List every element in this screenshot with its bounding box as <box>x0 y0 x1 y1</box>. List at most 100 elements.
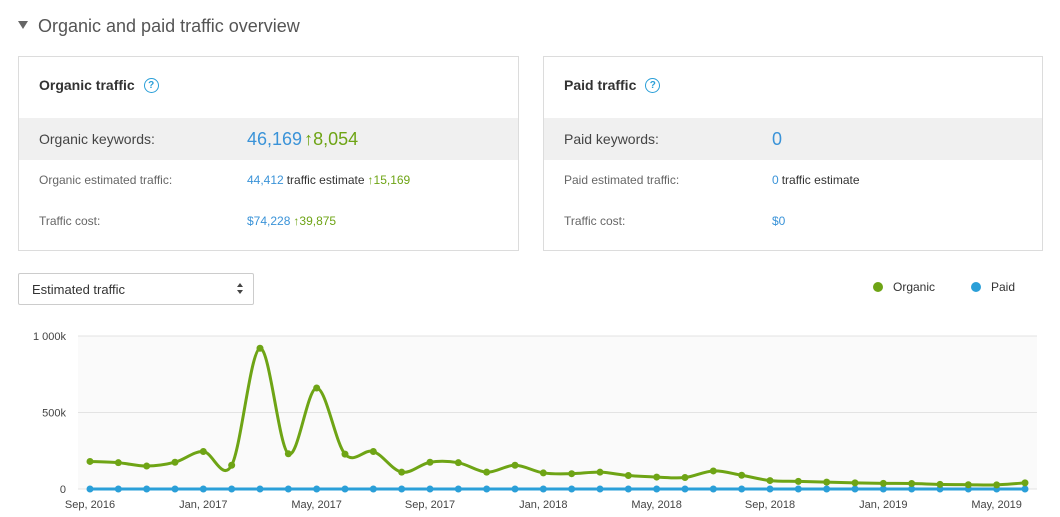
paid-point <box>794 485 802 493</box>
paid-point <box>738 485 746 493</box>
organic-keywords-row: Organic keywords: 46,169 ↑ 8,054 <box>19 118 518 160</box>
section-header[interactable]: Organic and paid traffic overview <box>18 14 300 38</box>
paid-traffic-panel: Paid traffic ? Paid keywords: 0 Paid est… <box>543 56 1043 251</box>
organic-point <box>908 479 916 487</box>
metric-select[interactable]: Estimated traffic <box>18 273 254 305</box>
organic-point <box>369 448 377 456</box>
paid-traffic-cost-row: Traffic cost: $0 <box>544 211 1042 231</box>
paid-cost-value[interactable]: $0 <box>772 214 786 228</box>
collapse-caret-icon[interactable] <box>18 21 28 29</box>
paid-point <box>313 485 321 493</box>
organic-point <box>681 474 689 482</box>
paid-point <box>596 485 604 493</box>
x-tick-label: May, 2018 <box>631 499 682 511</box>
organic-point <box>766 477 774 485</box>
paid-point <box>908 485 916 493</box>
legend-paid-label: Paid <box>991 280 1016 294</box>
traffic-chart: 0 500k 1 000k Sep, 2016 Jan, 2017 May, 2017 Se… <box>33 331 1037 511</box>
organic-point <box>709 467 717 475</box>
paid-keywords-row: Paid keywords: 0 <box>544 118 1042 160</box>
x-tick-label: Sep, 2018 <box>745 499 795 511</box>
organic-point <box>483 468 491 476</box>
organic-point <box>539 469 547 477</box>
legend-organic[interactable]: Organic <box>873 280 935 294</box>
y-tick-label: 0 <box>60 484 66 496</box>
paid-point <box>143 485 151 493</box>
paid-point <box>1021 485 1029 493</box>
y-tick-label: 500k <box>42 408 66 420</box>
paid-point <box>568 485 576 493</box>
up-arrow-icon: ↑ <box>367 173 374 187</box>
organic-point <box>114 459 122 467</box>
help-icon[interactable]: ? <box>143 77 159 93</box>
paid-point <box>341 485 349 493</box>
paid-point <box>86 485 94 493</box>
organic-point <box>794 477 802 485</box>
x-tick-label: May, 2017 <box>291 499 342 511</box>
organic-point <box>738 471 746 479</box>
paid-point <box>823 485 831 493</box>
paid-point <box>624 485 632 493</box>
x-tick-label: Jan, 2019 <box>859 499 907 511</box>
x-tick-label: Sep, 2016 <box>65 499 115 511</box>
paid-point <box>851 485 859 493</box>
paid-point <box>766 485 774 493</box>
paid-estimated-traffic-row: Paid estimated traffic: 0 traffic estima… <box>544 170 1042 190</box>
organic-point <box>398 468 406 476</box>
paid-point <box>398 485 406 493</box>
paid-point <box>681 485 689 493</box>
organic-est-label: Organic estimated traffic: <box>39 173 173 187</box>
paid-point <box>653 485 661 493</box>
organic-point <box>228 461 236 469</box>
organic-keywords-delta: 8,054 <box>313 128 359 149</box>
paid-point <box>284 485 292 493</box>
organic-point <box>879 479 887 487</box>
organic-cost-delta: 39,875 <box>299 214 337 228</box>
organic-point <box>256 344 264 352</box>
organic-keywords-value[interactable]: 46,169 <box>247 128 303 149</box>
paid-point <box>228 485 236 493</box>
paid-point <box>539 485 547 493</box>
organic-point <box>143 462 151 470</box>
organic-cost-value[interactable]: $74,228 <box>247 214 291 228</box>
organic-point <box>284 450 292 458</box>
paid-keywords-label: Paid keywords: <box>564 131 659 147</box>
paid-point <box>879 485 887 493</box>
paid-est-suffix: traffic estimate <box>781 173 860 187</box>
paid-est-label: Paid estimated traffic: <box>564 173 680 187</box>
organic-point <box>86 457 94 465</box>
paid-keywords-value[interactable]: 0 <box>772 128 783 149</box>
paid-point <box>171 485 179 493</box>
metric-select-value: Estimated traffic <box>32 281 125 297</box>
paid-point <box>483 485 491 493</box>
paid-point <box>426 485 434 493</box>
paid-est-value[interactable]: 0 <box>772 173 779 187</box>
paid-point <box>454 485 462 493</box>
organic-point <box>1021 479 1029 487</box>
paid-point <box>256 485 264 493</box>
organic-point <box>993 481 1001 489</box>
organic-point <box>199 448 207 456</box>
organic-cost-label: Traffic cost: <box>39 214 101 228</box>
paid-point <box>369 485 377 493</box>
legend-paid[interactable]: Paid <box>971 280 1015 294</box>
section-title: Organic and paid traffic overview <box>38 15 300 36</box>
organic-est-suffix: traffic estimate <box>286 173 365 187</box>
paid-point <box>511 485 519 493</box>
paid-point <box>199 485 207 493</box>
organic-dot-icon <box>873 282 883 292</box>
organic-point <box>964 481 972 489</box>
organic-point <box>426 458 434 466</box>
legend-organic-label: Organic <box>893 280 936 294</box>
organic-point <box>624 472 632 480</box>
paid-dot-icon <box>971 282 981 292</box>
paid-point <box>709 485 717 493</box>
up-arrow-icon: ↑ <box>293 214 300 228</box>
organic-panel-title: Organic traffic <box>39 77 135 93</box>
y-tick-label: 1 000k <box>33 331 67 343</box>
organic-point <box>568 470 576 478</box>
help-icon[interactable]: ? <box>645 77 661 93</box>
organic-est-value[interactable]: 44,412 <box>247 173 284 187</box>
x-tick-label: Sep, 2017 <box>405 499 455 511</box>
organic-point <box>823 478 831 486</box>
